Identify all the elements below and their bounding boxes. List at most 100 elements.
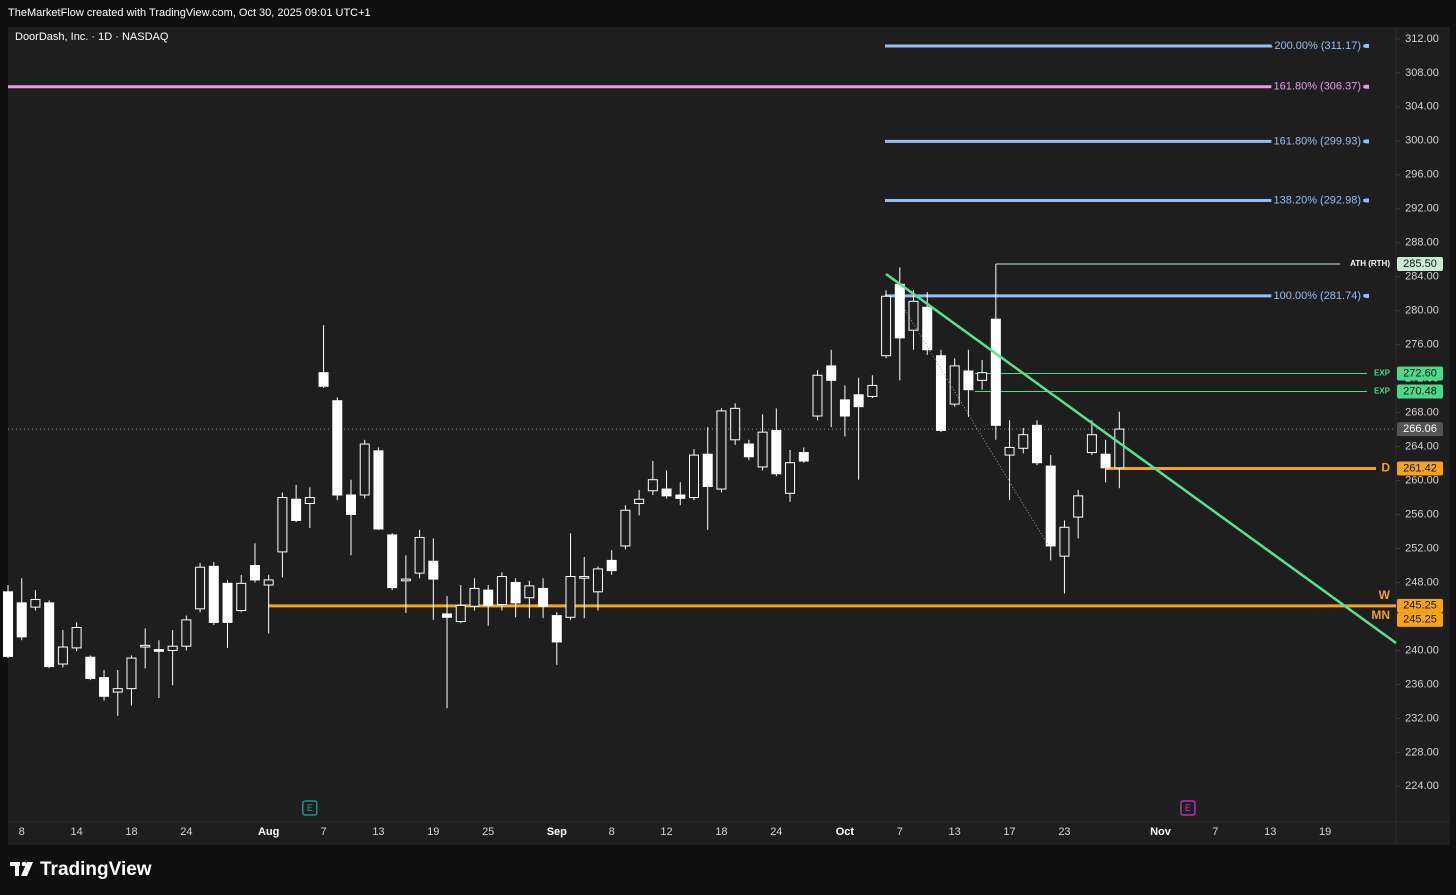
candle-body	[977, 372, 988, 381]
candle-body	[702, 453, 713, 488]
x-tick-label: 25	[482, 826, 494, 838]
candle-body	[935, 355, 946, 431]
price-tag-label: 266.06	[1403, 423, 1437, 435]
candle-body	[112, 688, 123, 693]
x-tick-label: 17	[1003, 826, 1015, 838]
price-tag-name: D	[1381, 461, 1390, 475]
candle-body	[538, 587, 549, 607]
candle-body	[592, 568, 603, 593]
candle-body	[71, 626, 82, 649]
candle-body	[1073, 495, 1084, 518]
price-tag-label: 285.50	[1403, 258, 1437, 270]
candle-body	[222, 582, 233, 623]
candle-body	[387, 534, 398, 589]
candle-body	[346, 494, 356, 516]
x-tick-label: 8	[19, 826, 25, 838]
price-tag	[1397, 612, 1443, 627]
event-label: E	[307, 803, 313, 813]
candle-body	[85, 656, 96, 679]
candle-body	[771, 429, 782, 475]
candle-body	[57, 646, 68, 665]
price-tag-name: MN	[1371, 608, 1390, 622]
y-tick-label: 228.00	[1405, 746, 1439, 758]
logo-part	[21, 861, 27, 867]
price-tag-name: EXP	[1374, 369, 1391, 378]
x-tick-label: 19	[427, 826, 439, 838]
candle-body	[263, 579, 274, 586]
x-tick-label: 13	[372, 826, 384, 838]
x-tick-label: 19	[1319, 826, 1331, 838]
event-marker	[302, 800, 318, 816]
y-tick-label: 284.00	[1405, 271, 1439, 283]
candles	[3, 263, 1125, 716]
x-tick-label: Oct	[836, 826, 855, 838]
x-tick-label: 23	[1058, 826, 1070, 838]
candle-body	[496, 576, 507, 606]
level-marker	[1365, 198, 1369, 203]
y-tick-label: 232.00	[1405, 712, 1439, 724]
candle-body	[126, 657, 137, 690]
x-tick-label: 7	[320, 826, 326, 838]
x-tick-label: 13	[949, 826, 961, 838]
candle-body	[881, 295, 892, 357]
candle-body	[798, 452, 809, 462]
candle-body	[853, 394, 864, 408]
candle-body	[743, 443, 754, 458]
candle-body	[455, 604, 466, 623]
level-label: 161.80% (306.37)	[1274, 81, 1361, 93]
y-tick-label: 308.00	[1405, 67, 1439, 79]
candle-body	[249, 564, 260, 581]
price-tag	[1397, 384, 1443, 399]
level-label: 100.00% (281.74)	[1274, 290, 1361, 302]
price-tag-label: 270.48	[1403, 385, 1437, 397]
tradingview-logo: TradingView	[10, 859, 152, 880]
candle-body	[1114, 428, 1125, 469]
logo-part	[15, 862, 19, 876]
candle-body	[647, 479, 658, 492]
candle-body	[689, 454, 699, 499]
level-marker	[1365, 43, 1369, 48]
candle-body	[867, 384, 878, 397]
candle-body	[949, 365, 960, 405]
y-tick-label: 224.00	[1405, 780, 1439, 792]
candle-body	[483, 589, 494, 606]
candle-body	[839, 399, 850, 417]
y-tick-label: 256.00	[1405, 508, 1439, 520]
candle-body	[1100, 453, 1111, 469]
candle-body	[332, 400, 343, 496]
y-tick-label: 300.00	[1405, 135, 1439, 147]
y-tick-label: 296.00	[1405, 169, 1439, 181]
x-tick-label: 14	[70, 826, 82, 838]
y-tick-label: 292.00	[1405, 203, 1439, 215]
y-tick-label: 304.00	[1405, 101, 1439, 113]
candle-body	[414, 536, 425, 574]
level-marker	[1365, 139, 1369, 144]
candle-body	[208, 565, 219, 623]
candle-body	[661, 488, 672, 497]
price-tag-label: 261.42	[1403, 462, 1437, 474]
x-tick-label: 8	[609, 826, 615, 838]
candle-body	[620, 509, 631, 547]
candle-body	[675, 494, 686, 499]
x-tick-label: 24	[180, 826, 192, 838]
candle-body	[442, 613, 453, 618]
candle-body	[1032, 424, 1042, 464]
candle-body	[1004, 446, 1015, 456]
candle-body	[318, 372, 329, 387]
y-tick-label: 268.00	[1405, 407, 1439, 419]
candle-body	[304, 497, 315, 504]
candle-body	[99, 677, 110, 697]
price-tag	[1397, 461, 1443, 476]
price-tag-label: 245.25	[1403, 614, 1437, 626]
candle-body	[894, 283, 905, 339]
header-text: TheMarketFlow created with TradingView.c…	[8, 7, 371, 19]
candle-body	[963, 370, 974, 391]
candle-body	[551, 615, 562, 643]
y-tick-label: 264.00	[1405, 440, 1439, 452]
y-tick-label: 240.00	[1405, 644, 1439, 656]
candle-body	[44, 602, 55, 668]
candle-body	[400, 578, 411, 582]
price-tag	[1397, 598, 1443, 613]
